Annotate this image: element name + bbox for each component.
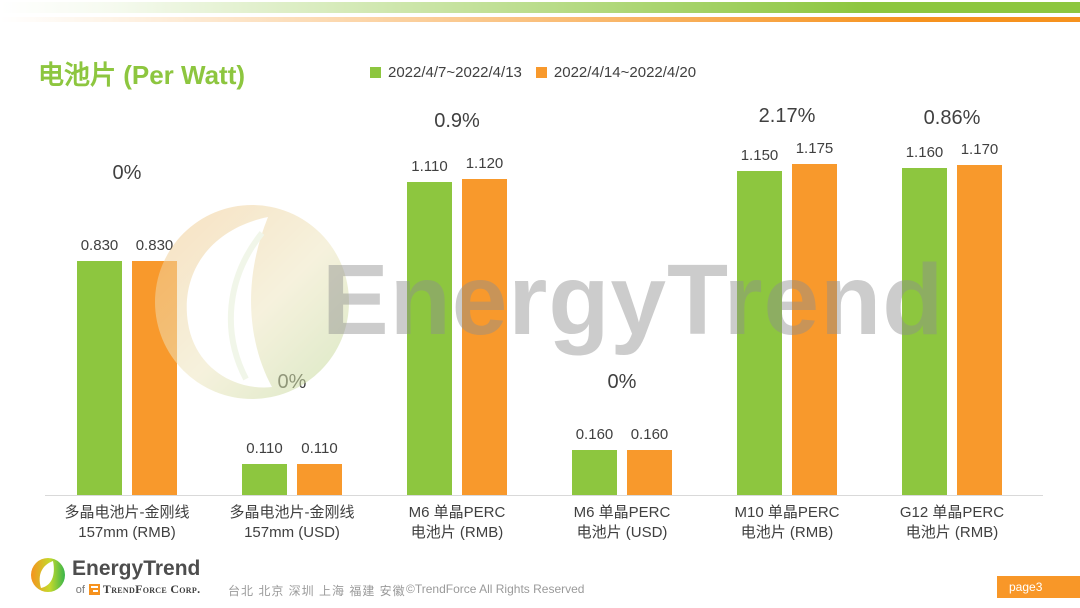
- category-label-line: M6 单晶PERC: [408, 504, 506, 521]
- category-label: 多晶电池片-金刚线 157mm (USD): [202, 503, 382, 543]
- category-label-line: M10 单晶PERC: [734, 504, 840, 521]
- x-axis-line: [45, 495, 1043, 496]
- top-orange-gradient-bar: [0, 17, 1080, 22]
- value-label: 0.160: [630, 426, 669, 443]
- value-label: 0.110: [301, 440, 338, 457]
- change-label: 0.9%: [434, 110, 480, 132]
- value-label: 0.830: [135, 237, 174, 254]
- bar-s2-g3: [462, 179, 507, 495]
- category-label-line: 多晶电池片-金刚线: [64, 504, 190, 521]
- value-label: 1.175: [795, 140, 834, 157]
- category-label-line: 电池片 (RMB): [740, 524, 834, 541]
- logo-subline: of TrendForce Corp.: [72, 582, 200, 597]
- category-label-line: 电池片 (RMB): [905, 524, 999, 541]
- category-label: M6 单晶PERC 电池片 (USD): [532, 503, 712, 543]
- category-label-line: 电池片 (USD): [576, 524, 668, 541]
- footer-cities: 台北 北京 深圳 上海 福建 安徽: [228, 584, 406, 598]
- logo-wordmark: EnergyTrend: [72, 557, 201, 580]
- value-label: 1.160: [905, 144, 944, 161]
- legend-swatch-green: [370, 67, 381, 78]
- bar-s1-g3: [407, 182, 452, 495]
- legend-swatch-orange: [535, 67, 547, 78]
- category-label: G12 单晶PERC 电池片 (RMB): [862, 503, 1042, 543]
- category-label-line: 157mm (USD): [244, 524, 340, 541]
- category-label: M10 单晶PERC 电池片 (RMB): [697, 503, 877, 543]
- category-label-line: 多晶电池片-金刚线: [229, 504, 355, 521]
- value-label: 0.830: [80, 237, 119, 254]
- category-label-line: G12 单晶PERC: [899, 504, 1005, 521]
- energytrend-leaf-icon: [31, 558, 65, 592]
- page-title: 电池片 (Per Watt): [38, 60, 246, 90]
- change-label: 0%: [112, 162, 142, 184]
- legend-item-week1: 2022/4/7~2022/4/13: [370, 64, 522, 81]
- value-label: 1.120: [465, 155, 504, 172]
- value-label: 1.150: [740, 147, 779, 164]
- bar-s1-g4: [572, 450, 617, 495]
- trendforce-icon: [88, 584, 100, 595]
- value-label: 1.110: [411, 158, 448, 175]
- change-label: 0%: [607, 371, 637, 393]
- bar-s2-g1: [132, 261, 177, 495]
- bar-s2-g6: [957, 165, 1002, 495]
- page-number-badge: page3: [997, 576, 1080, 598]
- legend-item-week2: 2022/4/14~2022/4/20: [535, 64, 697, 81]
- value-label: 0.160: [575, 426, 614, 443]
- bar-s2-g2: [297, 464, 342, 495]
- bar-s1-g2: [242, 464, 287, 495]
- trendforce-wordmark: TrendForce Corp.: [102, 582, 201, 596]
- footer-copyright: ©TrendForce All Rights Reserved: [406, 582, 585, 596]
- category-label: M6 单晶PERC 电池片 (RMB): [367, 503, 547, 543]
- bar-s1-g1: [77, 261, 122, 495]
- legend-label: 2022/4/14~2022/4/20: [553, 64, 697, 81]
- category-label-line: 电池片 (RMB): [410, 524, 504, 541]
- bar-s2-g4: [627, 450, 672, 495]
- category-label-line: M6 单晶PERC: [573, 504, 671, 521]
- top-green-gradient-bar: [0, 2, 1080, 13]
- change-label: 2.17%: [758, 105, 816, 127]
- bar-s1-g5: [737, 171, 782, 495]
- change-label: 0%: [277, 371, 307, 393]
- bar-s1-g6: [902, 168, 947, 495]
- value-label: 0.110: [246, 440, 283, 457]
- logo-texts: EnergyTrend of TrendForce Corp.: [72, 557, 200, 597]
- category-label-line: 157mm (RMB): [78, 524, 176, 541]
- value-label: 1.170: [960, 141, 999, 158]
- chart-legend: 2022/4/7~2022/4/13 2022/4/14~2022/4/20: [370, 64, 710, 81]
- category-label: 多晶电池片-金刚线 157mm (RMB): [37, 503, 217, 543]
- change-label: 0.86%: [923, 107, 981, 129]
- bar-s2-g5: [792, 164, 837, 495]
- energytrend-logo: EnergyTrend of TrendForce Corp.: [30, 557, 200, 597]
- logo-sub-prefix: of: [75, 583, 85, 596]
- legend-label: 2022/4/7~2022/4/13: [388, 64, 522, 81]
